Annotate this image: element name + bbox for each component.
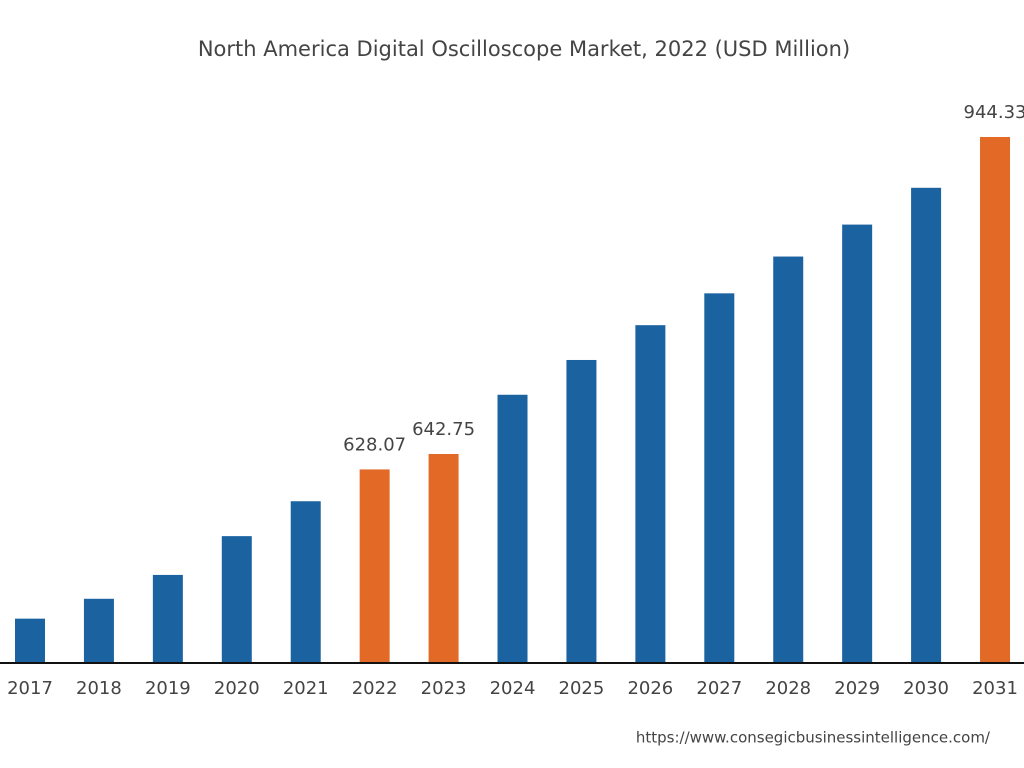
x-tick-label: 2024 xyxy=(490,678,536,699)
x-tick-label: 2031 xyxy=(972,678,1018,699)
source-url: https://www.consegicbusinessintelligence… xyxy=(636,729,991,747)
bar xyxy=(773,256,804,662)
x-tick-label: 2023 xyxy=(421,678,467,699)
bar xyxy=(221,536,252,662)
bar xyxy=(842,224,873,662)
bar xyxy=(704,293,735,662)
x-tick-label: 2020 xyxy=(214,678,260,699)
bar xyxy=(152,574,183,662)
bar xyxy=(497,394,528,662)
bar xyxy=(359,469,390,662)
x-tick-label: 2018 xyxy=(76,678,122,699)
x-tick-label: 2030 xyxy=(903,678,949,699)
bar xyxy=(911,187,942,662)
x-tick-label: 2026 xyxy=(627,678,673,699)
x-tick-label: 2017 xyxy=(7,678,53,699)
x-tick-label: 2028 xyxy=(765,678,811,699)
chart-title: North America Digital Oscilloscope Marke… xyxy=(198,37,850,61)
value-label: 642.75 xyxy=(412,419,475,440)
bar xyxy=(15,618,45,662)
x-tick-label: 2022 xyxy=(352,678,398,699)
bar xyxy=(635,325,666,662)
x-tick-label: 2025 xyxy=(559,678,605,699)
x-tick-label: 2027 xyxy=(696,678,742,699)
bar xyxy=(290,501,321,662)
x-tick-label: 2021 xyxy=(283,678,329,699)
bar xyxy=(566,359,597,662)
bar xyxy=(428,453,459,662)
bar xyxy=(980,137,1011,662)
value-label: 628.07 xyxy=(343,434,406,455)
value-label: 944.33 xyxy=(964,102,1024,123)
x-tick-label: 2019 xyxy=(145,678,191,699)
x-tick-label: 2029 xyxy=(834,678,880,699)
bar xyxy=(83,598,114,662)
